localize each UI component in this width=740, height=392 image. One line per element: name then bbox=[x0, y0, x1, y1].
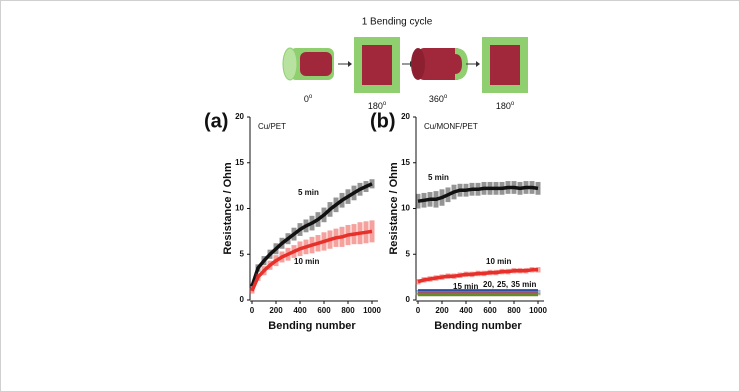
series-label: 20, bbox=[483, 280, 494, 289]
y-tick-label: 0 bbox=[406, 295, 411, 304]
arrow bbox=[476, 61, 480, 67]
y-tick-label: 5 bbox=[240, 249, 245, 258]
series-label: 5 min bbox=[428, 173, 449, 182]
x-tick-label: 200 bbox=[435, 306, 449, 315]
series-label: 10 min bbox=[486, 257, 511, 266]
angle-label: 180o bbox=[496, 101, 515, 112]
angle-label: 360o bbox=[429, 94, 448, 105]
y-tick-label: 10 bbox=[401, 204, 410, 213]
series-label: 15 min bbox=[453, 282, 478, 291]
series-label: 5 min bbox=[298, 188, 319, 197]
angle-label: 0o bbox=[304, 94, 313, 105]
series-label: 10 min bbox=[294, 257, 319, 266]
x-tick-label: 600 bbox=[317, 306, 331, 315]
film bbox=[490, 45, 520, 85]
series-label: 35 min bbox=[511, 280, 536, 289]
chart-panel: (b) Cu/MONF/PET Resistance / Ohm Bending nu… bbox=[370, 110, 547, 332]
film-edge bbox=[411, 48, 425, 80]
chart-title: Cu/PET bbox=[258, 122, 286, 131]
angle-value: 180 bbox=[368, 101, 383, 111]
film bbox=[300, 52, 332, 76]
x-tick-label: 600 bbox=[483, 306, 497, 315]
series-line bbox=[250, 182, 373, 287]
bending-diagram: 1 Bending cycle 0o 180o 360o 180o bbox=[282, 17, 528, 112]
x-tick-label: 1000 bbox=[363, 306, 381, 315]
angle-sup: o bbox=[383, 101, 387, 107]
film bbox=[362, 45, 392, 85]
y-tick-label: 20 bbox=[401, 112, 410, 121]
x-tick-label: 400 bbox=[459, 306, 473, 315]
film-edge bbox=[455, 48, 468, 80]
series-line bbox=[250, 229, 373, 292]
x-tick-label: 800 bbox=[507, 306, 521, 315]
y-tick-label: 5 bbox=[406, 249, 411, 258]
series-line bbox=[417, 268, 538, 284]
x-axis-title: Bending number bbox=[268, 320, 356, 332]
chart-panel: (a) Cu/PET Resistance / Ohm Bending number 0… bbox=[204, 110, 381, 332]
x-tick-label: 0 bbox=[416, 306, 421, 315]
series-line bbox=[417, 185, 539, 203]
x-tick-label: 800 bbox=[341, 306, 355, 315]
film bbox=[418, 48, 462, 80]
x-axis-title: Bending number bbox=[434, 320, 522, 332]
y-tick-label: 10 bbox=[235, 204, 244, 213]
film-edge bbox=[282, 47, 298, 81]
angle-label: 180o bbox=[368, 101, 387, 112]
angle-sup: o bbox=[309, 94, 313, 100]
arrow bbox=[348, 61, 352, 67]
angle-value: 360 bbox=[429, 94, 444, 104]
x-tick-label: 1000 bbox=[529, 306, 547, 315]
series-label: 25, bbox=[497, 280, 508, 289]
chart-title: Cu/MONF/PET bbox=[424, 122, 478, 131]
y-axis-title: Resistance / Ohm bbox=[388, 162, 400, 255]
y-tick-label: 15 bbox=[235, 158, 244, 167]
panel-label: (b) bbox=[370, 110, 396, 132]
angle-value: 180 bbox=[496, 101, 511, 111]
x-tick-label: 400 bbox=[293, 306, 307, 315]
y-axis-title: Resistance / Ohm bbox=[222, 162, 234, 255]
x-tick-label: 0 bbox=[250, 306, 255, 315]
panel-label: (a) bbox=[204, 110, 228, 132]
y-tick-label: 20 bbox=[235, 112, 244, 121]
y-tick-label: 0 bbox=[240, 295, 245, 304]
diagram-title: 1 Bending cycle bbox=[362, 17, 433, 28]
x-tick-label: 200 bbox=[269, 306, 283, 315]
angle-value: 0 bbox=[304, 94, 309, 104]
y-tick-label: 15 bbox=[401, 158, 410, 167]
angle-sup: o bbox=[511, 101, 515, 107]
angle-sup: o bbox=[444, 94, 448, 100]
